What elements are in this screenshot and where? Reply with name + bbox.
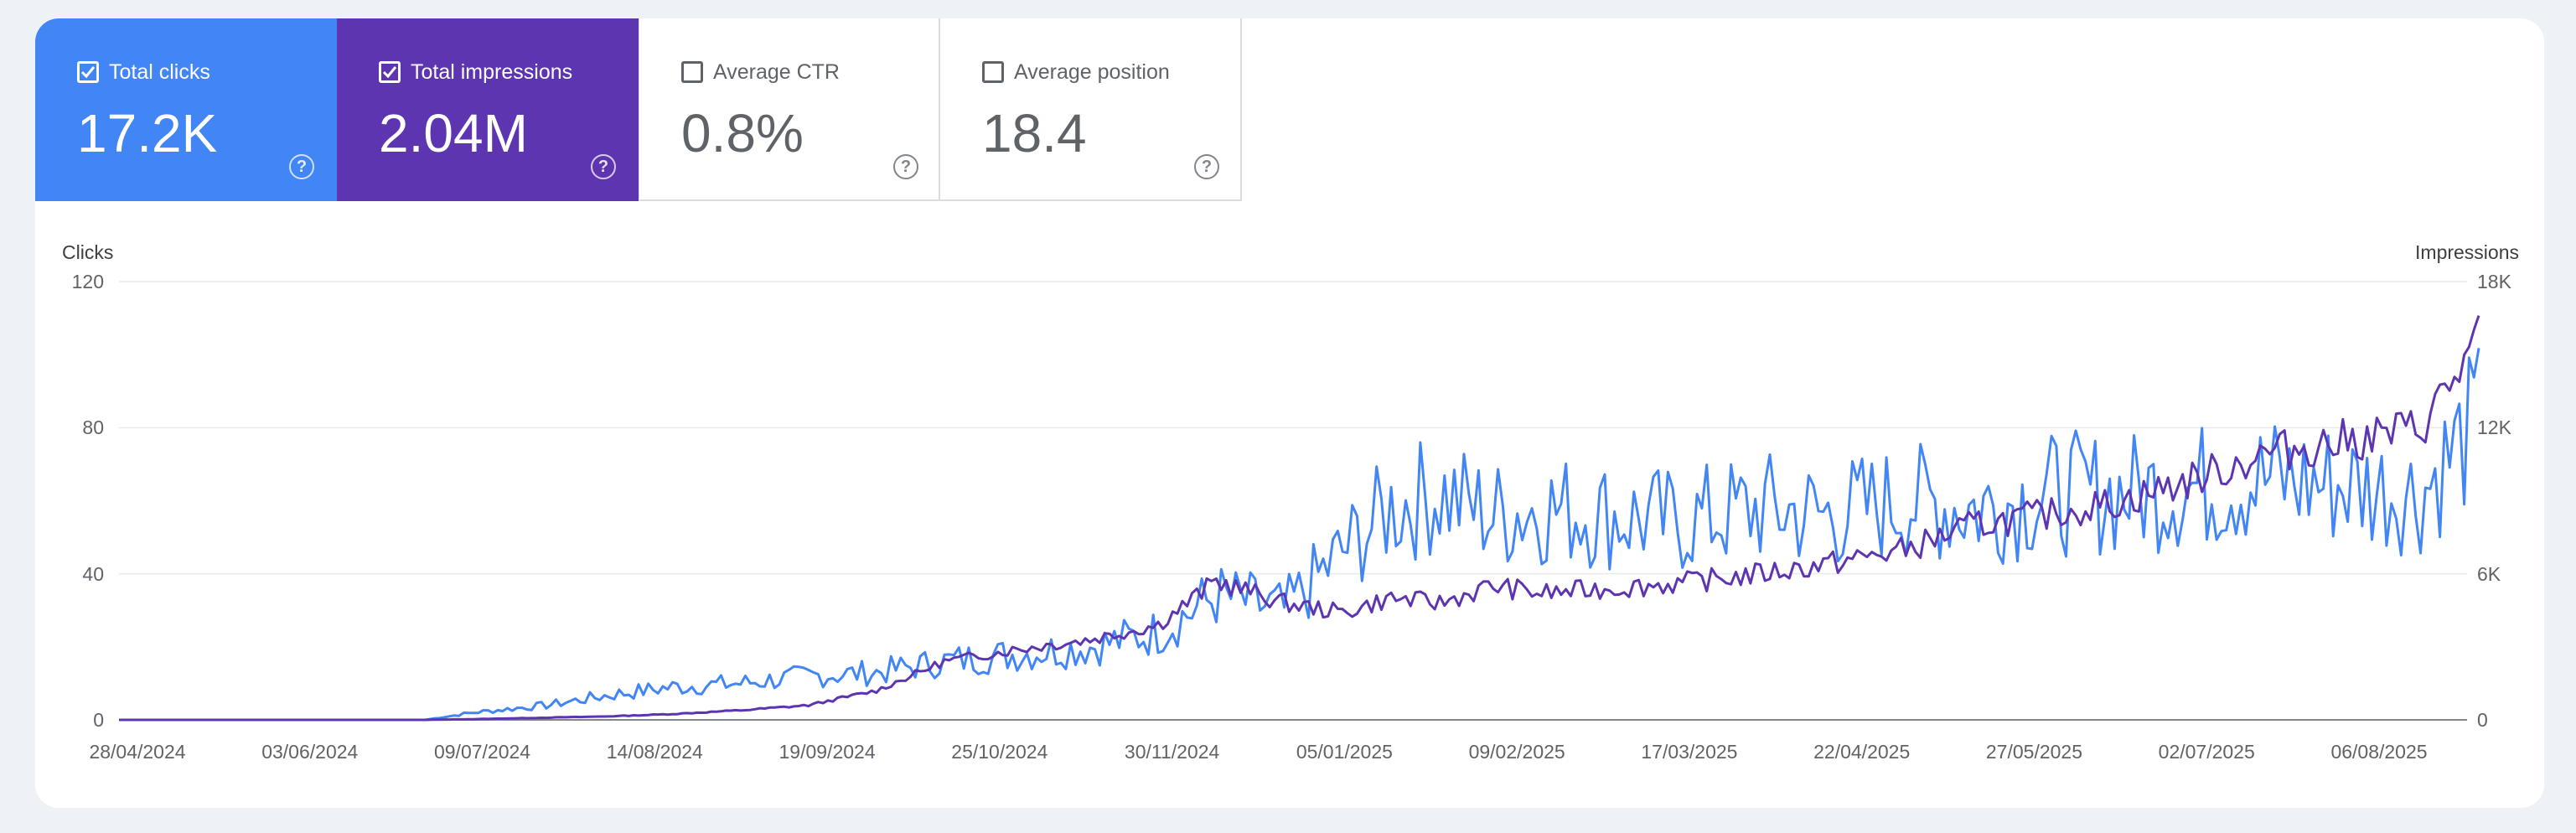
x-tick-label: 06/08/2025 [2330,741,2428,763]
help-icon[interactable]: ? [1194,154,1219,179]
average-position-label: Average position [1014,60,1170,84]
y-right-tick-label: 12K [2477,416,2511,439]
y-right-tick-label: 18K [2477,271,2511,292]
x-tick-label: 27/05/2025 [1985,741,2083,763]
x-tick-label: 09/07/2024 [433,741,531,763]
total-clicks-label: Total clicks [109,60,210,84]
help-icon[interactable]: ? [893,154,918,179]
checkbox-unchecked-icon[interactable] [681,61,703,83]
help-icon[interactable]: ? [289,154,314,179]
checkbox-checked-icon[interactable] [379,61,401,83]
total-impressions-value: 2.04M [379,103,528,163]
total-clicks-tab[interactable]: Total clicks 17.2K ? [35,18,337,201]
total-clicks-value: 17.2K [77,103,218,163]
x-tick-label: 25/10/2024 [951,741,1048,763]
x-tick-label: 03/06/2024 [261,741,359,763]
average-ctr-tab[interactable]: Average CTR 0.8% ? [639,18,940,201]
metric-tabs: Total clicks 17.2K ? Total impressions 2… [35,18,1242,201]
x-tick-label: 22/04/2025 [1813,741,1911,763]
x-tick-label: 09/02/2025 [1468,741,1565,763]
y-right-tick-label: 6K [2477,562,2501,585]
average-position-value: 18.4 [982,103,1087,163]
x-tick-label: 30/11/2024 [1124,741,1220,763]
right-axis-title: Impressions [2415,241,2519,263]
x-tick-label: 02/07/2025 [2158,741,2255,763]
left-axis-title: Clicks [62,241,114,263]
y-left-tick-label: 120 [71,271,104,292]
impressions-series-line [119,315,2480,722]
checkbox-checked-icon[interactable] [77,61,99,83]
performance-chart[interactable] [35,18,2544,808]
clicks-series-line [119,348,2480,722]
total-impressions-tab[interactable]: Total impressions 2.04M ? [337,18,639,201]
x-tick-label: 19/09/2024 [778,741,876,763]
y-left-tick-label: 80 [82,416,104,439]
average-ctr-value: 0.8% [681,103,804,163]
y-right-tick-label: 0 [2477,709,2488,731]
x-tick-label: 14/08/2024 [606,741,703,763]
x-tick-label: 28/04/2024 [89,741,186,763]
total-impressions-label: Total impressions [411,60,573,84]
checkbox-unchecked-icon[interactable] [982,61,1004,83]
y-left-tick-label: 40 [82,562,104,585]
y-left-tick-label: 0 [93,709,104,731]
performance-card: Total clicks 17.2K ? Total impressions 2… [35,18,2544,808]
average-position-tab[interactable]: Average position 18.4 ? [940,18,1242,201]
x-tick-label: 05/01/2025 [1296,741,1393,763]
average-ctr-label: Average CTR [713,60,840,84]
help-icon[interactable]: ? [591,154,616,179]
x-tick-label: 17/03/2025 [1641,741,1738,763]
